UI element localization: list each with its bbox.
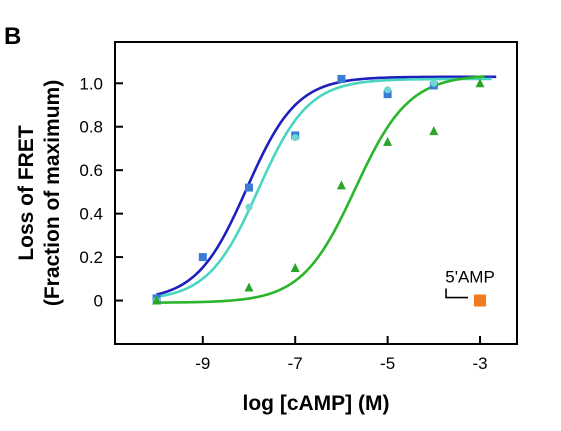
data-point-series-3 xyxy=(383,136,393,146)
y-axis-ticks: 0 0.2 0.4 0.6 0.8 1.0 xyxy=(79,74,123,311)
y-tick-label: 0.8 xyxy=(79,118,103,137)
data-point-series-2 xyxy=(245,203,253,211)
annotations: 5'AMP xyxy=(445,268,495,307)
panel-label: B xyxy=(4,23,21,50)
data-point-series-2 xyxy=(291,134,299,142)
y-tick-label: 0.6 xyxy=(79,161,103,180)
data-point-series-1 xyxy=(383,90,392,99)
x-tick-label: -3 xyxy=(472,354,487,373)
plot-area-frame xyxy=(114,41,518,345)
y-tick-label: 0 xyxy=(94,292,103,311)
y-tick-label: 0.4 xyxy=(79,205,103,224)
data-markers xyxy=(152,74,485,305)
y-axis-subtitle: (Fraction of maximum) xyxy=(41,80,64,306)
fit-curve-series-2 xyxy=(156,77,492,299)
data-point-series-3 xyxy=(336,180,346,190)
annotation-label: 5'AMP xyxy=(445,268,495,287)
annotation-leader-line xyxy=(445,288,469,299)
y-axis-title: Loss of FRET xyxy=(15,125,38,261)
data-point-series-3 xyxy=(475,78,485,88)
x-axis-title: log [cAMP] (M) xyxy=(243,392,390,415)
data-point-series-3 xyxy=(429,126,439,136)
data-point-series-1 xyxy=(337,74,346,83)
x-axis-ticks: -9 -7 -5 -3 xyxy=(195,336,488,373)
fit-curve-series-1 xyxy=(156,75,497,296)
data-point-series-3 xyxy=(290,263,300,272)
data-point-series-3 xyxy=(152,295,162,305)
y-tick-label: 1.0 xyxy=(79,74,103,93)
data-point-series-2 xyxy=(430,79,438,87)
data-point-series-1 xyxy=(198,253,207,262)
data-point-series-1 xyxy=(245,183,253,192)
data-point-series-2 xyxy=(384,86,392,94)
y-tick-label: 0.2 xyxy=(79,248,103,267)
data-point-series-3 xyxy=(244,282,254,292)
x-tick-label: -5 xyxy=(380,354,395,373)
x-tick-label: -7 xyxy=(288,354,303,373)
x-tick-label: -9 xyxy=(195,354,210,373)
fit-curve-series-3 xyxy=(156,75,485,304)
annotation-marker xyxy=(474,294,487,307)
